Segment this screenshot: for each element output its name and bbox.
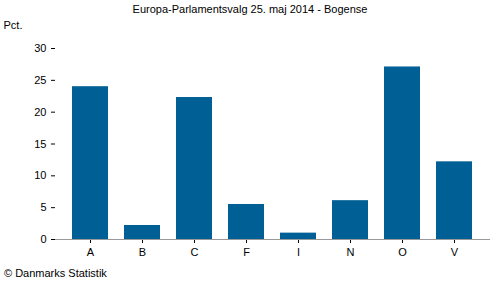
svg-text:30: 30: [34, 42, 46, 54]
svg-text:15: 15: [34, 138, 46, 150]
svg-text:5: 5: [40, 201, 46, 213]
svg-text:B: B: [139, 246, 146, 258]
svg-text:N: N: [347, 246, 355, 258]
svg-text:O: O: [398, 246, 407, 258]
svg-text:V: V: [451, 246, 459, 258]
svg-text:20: 20: [34, 106, 46, 118]
svg-text:10: 10: [34, 169, 46, 181]
svg-text:Pct.: Pct.: [4, 19, 23, 31]
html-text:Europa-Parlamentsvalg 25. maj: Europa-Parlamentsvalg 25. maj 2014 - Bog…: [132, 3, 368, 15]
svg-text:A: A: [87, 246, 95, 258]
svg-text:I: I: [297, 246, 300, 258]
svg-text:25: 25: [34, 74, 46, 86]
svg-text:C: C: [191, 246, 199, 258]
svg-text:0: 0: [40, 233, 46, 245]
svg-text:F: F: [243, 246, 250, 258]
html-text:© Danmarks Statistik: © Danmarks Statistik: [4, 267, 107, 279]
